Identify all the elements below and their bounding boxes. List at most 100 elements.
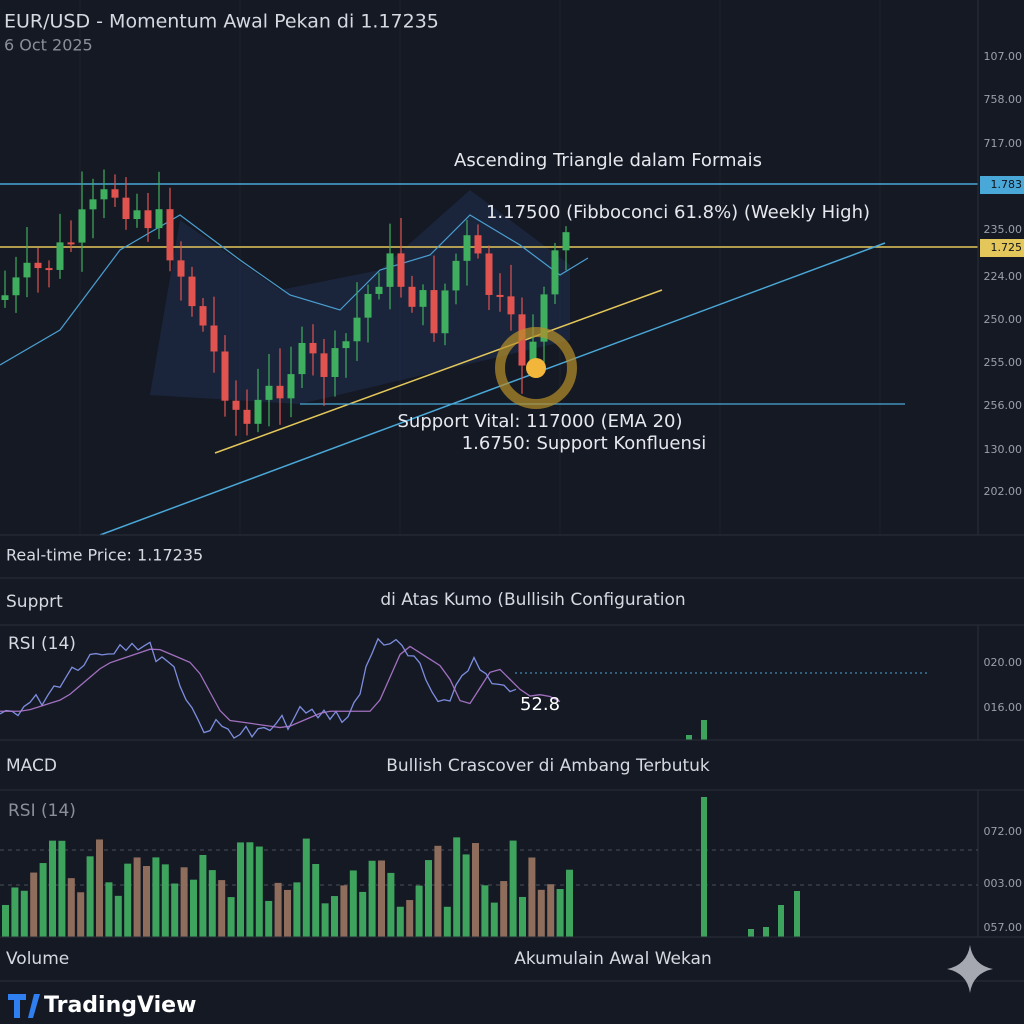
bar bbox=[425, 860, 432, 937]
candle bbox=[309, 342, 317, 354]
candle bbox=[45, 268, 53, 271]
candle bbox=[177, 260, 185, 277]
brand-logo bbox=[8, 994, 40, 1018]
bar bbox=[378, 860, 385, 937]
ema-line bbox=[0, 214, 589, 366]
bar bbox=[124, 863, 132, 937]
panel-label: RSI (14) bbox=[8, 801, 76, 821]
bar bbox=[208, 870, 216, 937]
candle bbox=[320, 353, 328, 377]
bar bbox=[265, 900, 273, 937]
candle bbox=[122, 197, 130, 220]
bar bbox=[77, 892, 85, 937]
bar bbox=[96, 839, 103, 937]
candle bbox=[23, 262, 31, 278]
bar bbox=[368, 860, 376, 937]
title: EUR/USD - Momentum Awal Pekan di 1.17235 bbox=[4, 11, 439, 33]
candle bbox=[12, 277, 20, 296]
candle bbox=[397, 253, 405, 287]
axis-label: 020.00 bbox=[984, 656, 1023, 669]
candle bbox=[562, 232, 570, 251]
rsi-value: 52.8 bbox=[520, 694, 560, 715]
bar bbox=[246, 842, 254, 937]
candle bbox=[452, 260, 460, 291]
panel-label: Volume bbox=[6, 949, 69, 969]
bar bbox=[481, 885, 489, 937]
candle bbox=[540, 294, 548, 342]
bar bbox=[396, 906, 404, 937]
candle bbox=[386, 253, 394, 287]
bar bbox=[794, 891, 800, 937]
date: 6 Oct 2025 bbox=[4, 36, 93, 55]
axis-label: 107.00 bbox=[984, 50, 1023, 63]
price-axis: 107.00 758.00 717.00 1.783 235.00 1.725 224.00… bbox=[980, 50, 1024, 498]
candles bbox=[1, 169, 570, 436]
panel-note: di Atas Kumo (Bullisih Configuration bbox=[380, 590, 685, 610]
bar bbox=[387, 872, 395, 937]
candle bbox=[496, 294, 504, 297]
axis-label: 130.00 bbox=[984, 443, 1023, 456]
bar bbox=[274, 882, 282, 937]
bar bbox=[701, 720, 707, 740]
panel-label: Supprt bbox=[6, 592, 63, 612]
bar bbox=[566, 869, 573, 937]
bar bbox=[293, 882, 301, 937]
candle bbox=[144, 210, 152, 229]
candle bbox=[232, 400, 240, 410]
candle bbox=[430, 290, 438, 334]
bar bbox=[2, 904, 9, 937]
candle bbox=[133, 210, 141, 220]
panel-note: Bullish Crascover di Ambang Terbutuk bbox=[386, 756, 710, 776]
bar bbox=[105, 882, 113, 937]
candle bbox=[254, 399, 262, 424]
candle bbox=[551, 250, 559, 295]
candle bbox=[408, 286, 416, 307]
bar bbox=[748, 929, 754, 937]
annotation: 1.6750: Support Konfluensi bbox=[462, 433, 707, 454]
bar bbox=[462, 854, 470, 937]
brand: TradingView bbox=[44, 993, 196, 1018]
candle bbox=[441, 290, 449, 334]
bar bbox=[434, 845, 442, 937]
bar bbox=[312, 864, 320, 937]
bar bbox=[86, 856, 94, 937]
rsi-lines bbox=[0, 637, 561, 739]
panel-note: Akumulain Awal Wekan bbox=[514, 949, 712, 969]
bar bbox=[778, 905, 784, 937]
candle bbox=[331, 348, 339, 377]
candle bbox=[210, 325, 218, 352]
bar bbox=[67, 878, 75, 937]
candle bbox=[34, 262, 42, 269]
bar bbox=[114, 895, 122, 937]
axis-label: 202.00 bbox=[984, 485, 1023, 498]
candle bbox=[298, 342, 306, 375]
bar bbox=[133, 857, 141, 937]
axis-label: 072.00 bbox=[984, 825, 1023, 838]
bar bbox=[49, 840, 56, 937]
bar bbox=[547, 884, 555, 937]
candle bbox=[155, 209, 163, 229]
candle bbox=[419, 290, 427, 307]
candle bbox=[276, 385, 284, 399]
axis-label: 003.00 bbox=[984, 877, 1023, 890]
bar bbox=[11, 887, 19, 937]
bar bbox=[152, 857, 160, 937]
candle bbox=[342, 341, 350, 349]
axis-label: 256.00 bbox=[984, 399, 1023, 412]
candle bbox=[199, 306, 207, 326]
candle bbox=[111, 189, 119, 198]
bar bbox=[340, 885, 348, 937]
bar bbox=[199, 854, 207, 937]
bar bbox=[472, 843, 479, 937]
candle bbox=[100, 189, 108, 200]
bar bbox=[58, 840, 66, 937]
bar bbox=[20, 890, 28, 937]
status: Real-time Price: 1.17235 bbox=[6, 546, 203, 565]
axis-label: 255.00 bbox=[984, 356, 1023, 369]
bar bbox=[509, 840, 517, 937]
annotation: 1.17500 (Fibboconci 61.8%) (Weekly High) bbox=[486, 202, 870, 223]
axis-label: 758.00 bbox=[984, 93, 1023, 106]
candle bbox=[287, 374, 295, 399]
bar bbox=[537, 889, 545, 937]
bar bbox=[556, 889, 564, 937]
